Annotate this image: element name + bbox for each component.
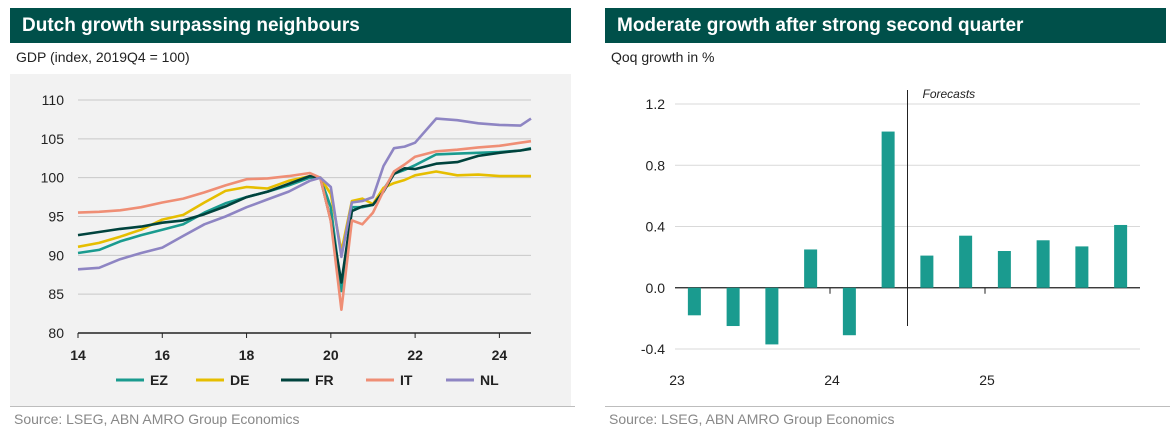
legend-label-fr: FR (315, 372, 334, 388)
left-chart-title: Dutch growth surpassing neighbours (10, 8, 571, 43)
forecasts-annotation: Forecasts (923, 87, 976, 101)
left-chart-panel: Dutch growth surpassing neighbours GDP (… (10, 8, 575, 427)
y-tick-label: 0.8 (646, 157, 666, 173)
right-chart-title: Moderate growth after strong second quar… (605, 8, 1166, 43)
x-tick-label: 25 (979, 372, 995, 388)
y-tick-label: 100 (41, 170, 65, 186)
bar-2025q4 (1114, 224, 1128, 288)
bar-2024q2 (881, 131, 895, 288)
left-source-note: Source: LSEG, ABN AMRO Group Economics (10, 406, 575, 427)
bar-2023q1 (687, 287, 701, 316)
y-tick-label: 80 (48, 325, 64, 341)
bar-chart-svg: 1.2 0.8 0.4 0.0 -0.4 Forecasts 23 24 25 (641, 87, 1140, 388)
right-chart-panel: Moderate growth after strong second quar… (605, 8, 1170, 427)
y-tick-label: 85 (48, 286, 64, 302)
y-tick-label: 105 (41, 131, 65, 147)
y-tick-label: 110 (42, 92, 65, 108)
bar-chart-area: 1.2 0.8 0.4 0.0 -0.4 Forecasts 23 24 25 (605, 74, 1166, 406)
x-tick-label: 23 (669, 372, 685, 388)
bar-2024q4 (959, 235, 973, 288)
legend-label-de: DE (230, 372, 249, 388)
x-tick-label: 18 (239, 347, 255, 363)
series-line-ez (77, 146, 532, 293)
x-tick-label: 20 (323, 347, 339, 363)
y-tick-label: 90 (48, 247, 64, 263)
y-tick-label: -0.4 (641, 341, 665, 357)
right-chart-subtitle: Qoq growth in % (611, 49, 715, 65)
series-line-it (77, 139, 532, 311)
x-tick-label: 16 (154, 347, 170, 363)
series-line-nl (77, 117, 532, 271)
left-chart-subtitle: GDP (index, 2019Q4 = 100) (16, 49, 190, 65)
bar-2025q2 (1036, 240, 1050, 288)
line-chart-area: 80 85 90 95 100 105 110 14 16 18 20 22 24 EZ DE FR IT NL (10, 74, 571, 406)
bar-2025q3 (1075, 246, 1089, 288)
x-tick-label: 14 (70, 347, 86, 363)
y-tick-label: 95 (48, 209, 64, 225)
y-tick-label: 0.0 (646, 280, 666, 296)
bar-2025q1 (997, 251, 1011, 288)
legend-label-it: IT (400, 372, 413, 388)
x-tick-label: 24 (824, 372, 840, 388)
legend-label-ez: EZ (150, 372, 168, 388)
y-tick-label: 0.4 (646, 219, 666, 235)
series-line-fr (77, 147, 532, 284)
legend-label-nl: NL (480, 372, 499, 388)
y-tick-label: 1.2 (646, 96, 666, 112)
right-source-note: Source: LSEG, ABN AMRO Group Economics (605, 406, 1170, 427)
x-tick-label: 24 (492, 347, 508, 363)
bar-2023q3 (765, 287, 779, 345)
bar-2024q3 (920, 255, 934, 288)
bar-2023q2 (726, 287, 740, 327)
bar-2024q1 (842, 287, 856, 336)
line-chart-svg: 80 85 90 95 100 105 110 14 16 18 20 22 24 EZ DE FR IT NL (41, 92, 532, 388)
x-tick-label: 22 (407, 347, 423, 363)
bar-2023q4 (804, 249, 818, 288)
